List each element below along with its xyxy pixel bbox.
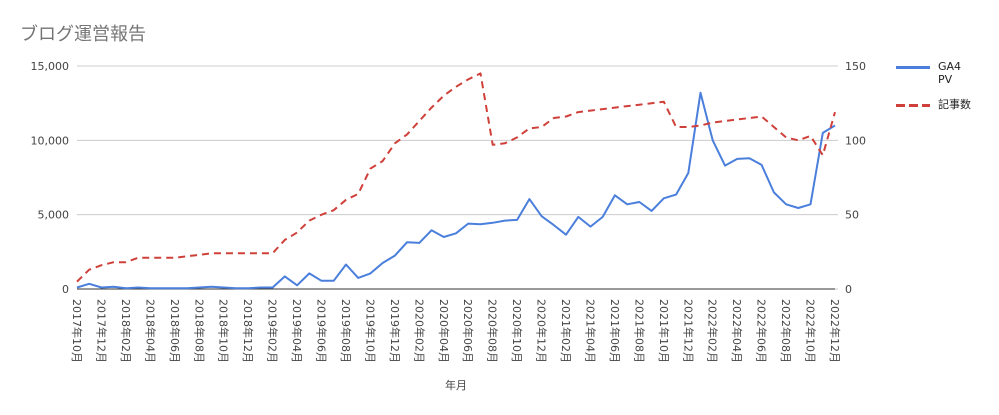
y2-tick-label: 100 bbox=[845, 134, 866, 147]
x-tick-label: 2017年12月 bbox=[94, 299, 108, 363]
y-tick-label: 15,000 bbox=[31, 60, 70, 73]
x-tick-label: 2022年10月 bbox=[804, 299, 818, 363]
x-tick-label: 2019年04月 bbox=[290, 299, 304, 363]
legend-item[interactable]: 記事数 bbox=[896, 98, 978, 111]
x-tick-label: 2018年10月 bbox=[217, 299, 231, 363]
legend-label: 記事数 bbox=[938, 98, 971, 111]
x-tick-label: 2022年06月 bbox=[755, 299, 769, 363]
x-tick-label: 2022年04月 bbox=[730, 299, 744, 363]
x-tick-label: 2020年08月 bbox=[486, 299, 500, 363]
x-tick-label: 2019年02月 bbox=[266, 299, 280, 363]
y-tick-label: 10,000 bbox=[31, 134, 70, 147]
x-tick-label: 2022年12月 bbox=[828, 299, 842, 363]
x-tick-label: 2022年08月 bbox=[779, 299, 793, 363]
x-axis-title: 年月 bbox=[445, 378, 467, 392]
series-line bbox=[76, 72, 836, 283]
y2-tick-label: 50 bbox=[845, 209, 859, 222]
chart-title: ブログ運営報告 bbox=[20, 23, 146, 45]
x-tick-label: 2020年12月 bbox=[535, 299, 549, 363]
x-tick-label: 2020年10月 bbox=[510, 299, 524, 363]
x-tick-label: 2020年06月 bbox=[461, 299, 475, 363]
x-tick-label: 2019年10月 bbox=[363, 299, 377, 363]
x-tick-label: 2019年12月 bbox=[388, 299, 402, 363]
x-tick-label: 2021年04月 bbox=[583, 299, 597, 363]
x-tick-label: 2019年08月 bbox=[339, 299, 353, 363]
x-tick-label: 2021年10月 bbox=[657, 299, 671, 363]
x-tick-label: 2019年06月 bbox=[315, 299, 329, 363]
x-tick-label: 2021年02月 bbox=[559, 299, 573, 363]
x-tick-label: 2018年02月 bbox=[119, 299, 133, 363]
x-tick-label: 2018年06月 bbox=[168, 299, 182, 363]
x-tick-label: 2018年08月 bbox=[192, 299, 206, 363]
x-tick-label: 2022年02月 bbox=[706, 299, 720, 363]
y2-tick-label: 0 bbox=[845, 283, 852, 296]
legend-swatch bbox=[896, 104, 930, 107]
x-tick-label: 2020年04月 bbox=[437, 299, 451, 363]
y2-tick-label: 150 bbox=[845, 60, 866, 73]
legend-item[interactable]: GA4 PV bbox=[896, 60, 978, 86]
x-tick-label: 2018年04月 bbox=[143, 299, 157, 363]
x-tick-label: 2021年08月 bbox=[632, 299, 646, 363]
y-tick-label: 0 bbox=[62, 283, 69, 296]
x-tick-label: 2021年12月 bbox=[681, 299, 695, 363]
y-tick-label: 5,000 bbox=[38, 209, 70, 222]
x-tick-label: 2021年06月 bbox=[608, 299, 622, 363]
legend-label: GA4 PV bbox=[938, 60, 962, 86]
legend-swatch bbox=[896, 66, 930, 69]
x-tick-label: 2017年10月 bbox=[70, 299, 84, 363]
x-tick-label: 2020年02月 bbox=[412, 299, 426, 363]
x-tick-label: 2018年12月 bbox=[241, 299, 255, 363]
